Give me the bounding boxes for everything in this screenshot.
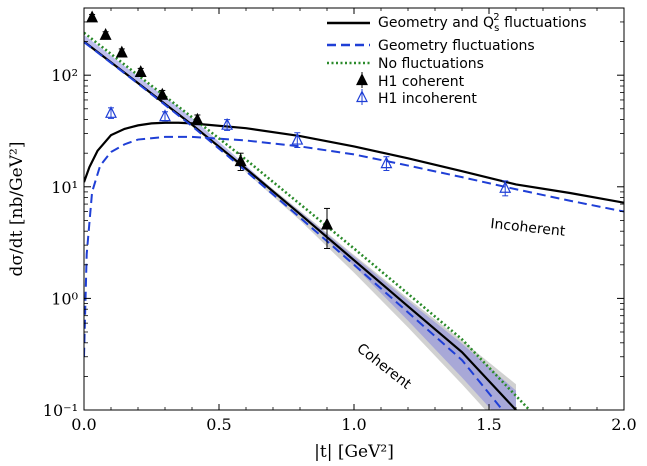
legend-marker-4 [356, 90, 368, 103]
x-axis-label: |t| [GeV²] [314, 442, 394, 462]
data-point-h1-incoherent [499, 180, 512, 193]
data-point-h1-coherent [191, 112, 204, 125]
data-point-h1-coherent [321, 217, 333, 230]
series-line-2-coherent [84, 41, 504, 410]
data-point-h1-incoherent [291, 132, 304, 145]
legend-label-no-fluct: No fluctuations [378, 56, 484, 72]
data-point-h1-coherent [156, 87, 169, 100]
y-axis-label: dσ/dt [nb/GeV²] [7, 142, 27, 277]
data-point-h1-coherent [86, 10, 99, 23]
data-point-h1-incoherent [105, 105, 117, 118]
series-line-3-incoherent [84, 135, 624, 357]
series-line-1-incoherent [84, 121, 624, 204]
legend-marker-3 [356, 73, 368, 86]
y-tick-label: 10² [51, 66, 78, 85]
data-point-h1-incoherent [380, 156, 393, 169]
legend: Geometry and Qs2 fluctuations Geometry f… [327, 12, 587, 107]
x-tick-label: 1.5 [476, 415, 501, 434]
plot-frame [83, 7, 625, 411]
series-lines [84, 31, 624, 410]
data-point-h1-coherent [234, 154, 247, 167]
x-tick-label: 1.0 [341, 415, 366, 434]
series-line-4-coherent [84, 31, 531, 410]
uncertainty-bands [84, 34, 516, 410]
axis-ticks [83, 7, 625, 411]
data-point-h1-incoherent [159, 109, 171, 122]
legend-label-geometry: Geometry fluctuations [378, 38, 535, 54]
data-points [86, 10, 512, 249]
axis-tick-labels: 0.0 0.5 1.0 1.5 2.0 10⁻¹ 10⁰ 10¹ 10² [43, 66, 637, 434]
y-tick-label: 10¹ [51, 178, 78, 197]
legend-label-geometry-qs: Geometry and Qs2 fluctuations [378, 12, 587, 34]
band-blue [84, 34, 516, 410]
y-tick-label: 10⁰ [51, 289, 78, 308]
legend-label-h1-incoherent: H1 incoherent [378, 91, 477, 107]
data-point-h1-coherent [99, 27, 112, 40]
x-tick-label: 2.0 [611, 415, 636, 434]
annotation-coherent: Coherent [354, 341, 415, 393]
data-point-h1-coherent [115, 45, 128, 58]
data-point-h1-incoherent [221, 117, 234, 130]
y-tick-label: 10⁻¹ [43, 401, 78, 420]
data-point-h1-coherent [134, 65, 147, 78]
legend-label-h1-coherent: H1 coherent [378, 74, 465, 90]
x-tick-label: 0.0 [71, 415, 96, 434]
x-tick-label: 0.5 [206, 415, 231, 434]
annotation-incoherent: Incoherent [490, 216, 567, 240]
